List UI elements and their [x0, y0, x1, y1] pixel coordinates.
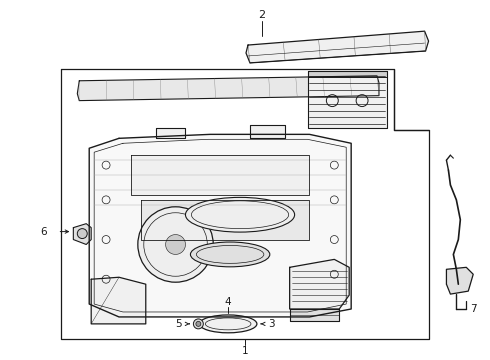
Text: 6: 6: [40, 226, 47, 237]
Polygon shape: [308, 71, 387, 129]
Circle shape: [194, 319, 203, 329]
Circle shape: [166, 235, 185, 255]
Text: 3: 3: [269, 319, 275, 329]
Polygon shape: [290, 260, 349, 309]
Polygon shape: [89, 134, 351, 317]
Circle shape: [77, 229, 87, 239]
Polygon shape: [290, 309, 339, 321]
Circle shape: [138, 207, 213, 282]
Text: 5: 5: [175, 319, 182, 329]
Ellipse shape: [185, 197, 294, 232]
Polygon shape: [446, 267, 473, 294]
Text: 4: 4: [225, 297, 231, 307]
Ellipse shape: [191, 242, 270, 267]
Text: 2: 2: [258, 10, 266, 20]
Ellipse shape: [199, 315, 257, 333]
Polygon shape: [308, 71, 387, 77]
Polygon shape: [246, 31, 429, 63]
Circle shape: [196, 321, 201, 327]
Polygon shape: [91, 277, 146, 324]
Polygon shape: [141, 200, 310, 239]
Text: 7: 7: [470, 304, 477, 314]
Polygon shape: [74, 224, 91, 244]
Polygon shape: [131, 155, 310, 195]
Polygon shape: [156, 129, 185, 138]
Text: 1: 1: [242, 346, 248, 356]
Polygon shape: [250, 125, 285, 138]
Polygon shape: [77, 76, 379, 100]
